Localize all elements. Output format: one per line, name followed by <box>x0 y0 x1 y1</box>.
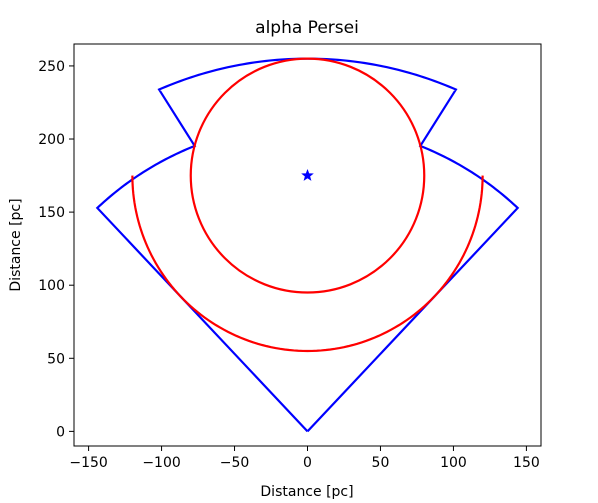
y-tick-label: 200 <box>38 132 65 148</box>
series-layer <box>95 57 520 433</box>
x-tick-label: −150 <box>69 455 107 471</box>
red-arc-line <box>131 175 484 353</box>
x-tick-label: −100 <box>142 455 180 471</box>
y-tick-label: 250 <box>38 59 65 75</box>
x-tick-label: 100 <box>440 455 467 471</box>
x-tick-label: 50 <box>372 455 390 471</box>
y-axis-label: Distance [pc] <box>8 198 24 291</box>
x-axis-label: Distance [pc] <box>260 484 353 500</box>
y-tick-label: 100 <box>38 278 65 294</box>
x-tick-label: 0 <box>303 455 312 471</box>
y-tick-label: 50 <box>47 351 65 367</box>
star-marker <box>301 168 314 181</box>
x-tick-label: 150 <box>513 455 540 471</box>
red-circle-line <box>189 57 426 294</box>
volume-outline-line <box>95 57 520 433</box>
x-axis: −150 −100 −50 0 50 100 150 <box>69 446 540 471</box>
plot-frame <box>73 43 542 447</box>
y-tick-label: 0 <box>56 424 65 440</box>
y-axis: 0 50 100 150 200 250 <box>38 59 74 440</box>
y-tick-label: 150 <box>38 205 65 221</box>
x-tick-label: −50 <box>220 455 250 471</box>
chart-title: alpha Persei <box>255 18 359 38</box>
